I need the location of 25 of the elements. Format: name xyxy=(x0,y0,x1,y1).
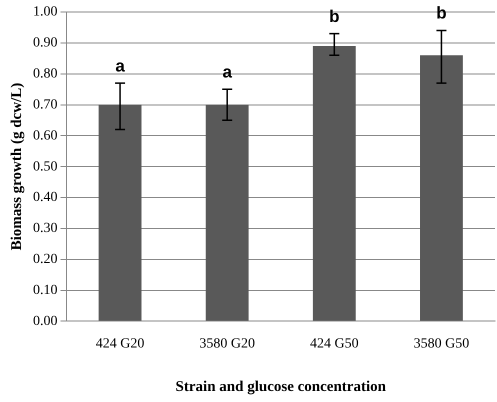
annotation: b xyxy=(329,6,340,26)
bar xyxy=(206,104,249,321)
x-tick-label: 3580 G50 xyxy=(414,336,470,352)
annotation: a xyxy=(222,62,232,82)
y-tick-label: 0.30 xyxy=(33,221,58,236)
annotation: a xyxy=(115,56,126,76)
y-tick-label: 0.90 xyxy=(33,36,58,51)
y-tick-label: 0.50 xyxy=(33,159,58,174)
y-tick-label: 0.80 xyxy=(33,66,58,82)
y-axis-title: Biomass growth (g dcw/L) xyxy=(8,82,25,250)
bar xyxy=(420,55,463,321)
y-tick-label: 0.10 xyxy=(33,282,58,298)
x-tick-label: 3580 G20 xyxy=(199,336,255,352)
y-tick-label: 0.60 xyxy=(33,128,58,144)
y-tick-label: 0.20 xyxy=(33,252,58,268)
x-tick-label: 424 G20 xyxy=(96,336,144,352)
y-tick-label: 0.00 xyxy=(33,314,58,329)
y-tick-label: 0.70 xyxy=(33,97,58,112)
bar xyxy=(312,46,356,321)
x-tick-label: 424 G50 xyxy=(310,336,359,352)
bar xyxy=(98,104,142,321)
y-tick-label: 1.00 xyxy=(33,4,58,20)
y-tick-label: 0.40 xyxy=(33,190,58,206)
x-axis-title: Strain and glucose concentration xyxy=(176,378,387,395)
annotation: b xyxy=(436,4,447,23)
